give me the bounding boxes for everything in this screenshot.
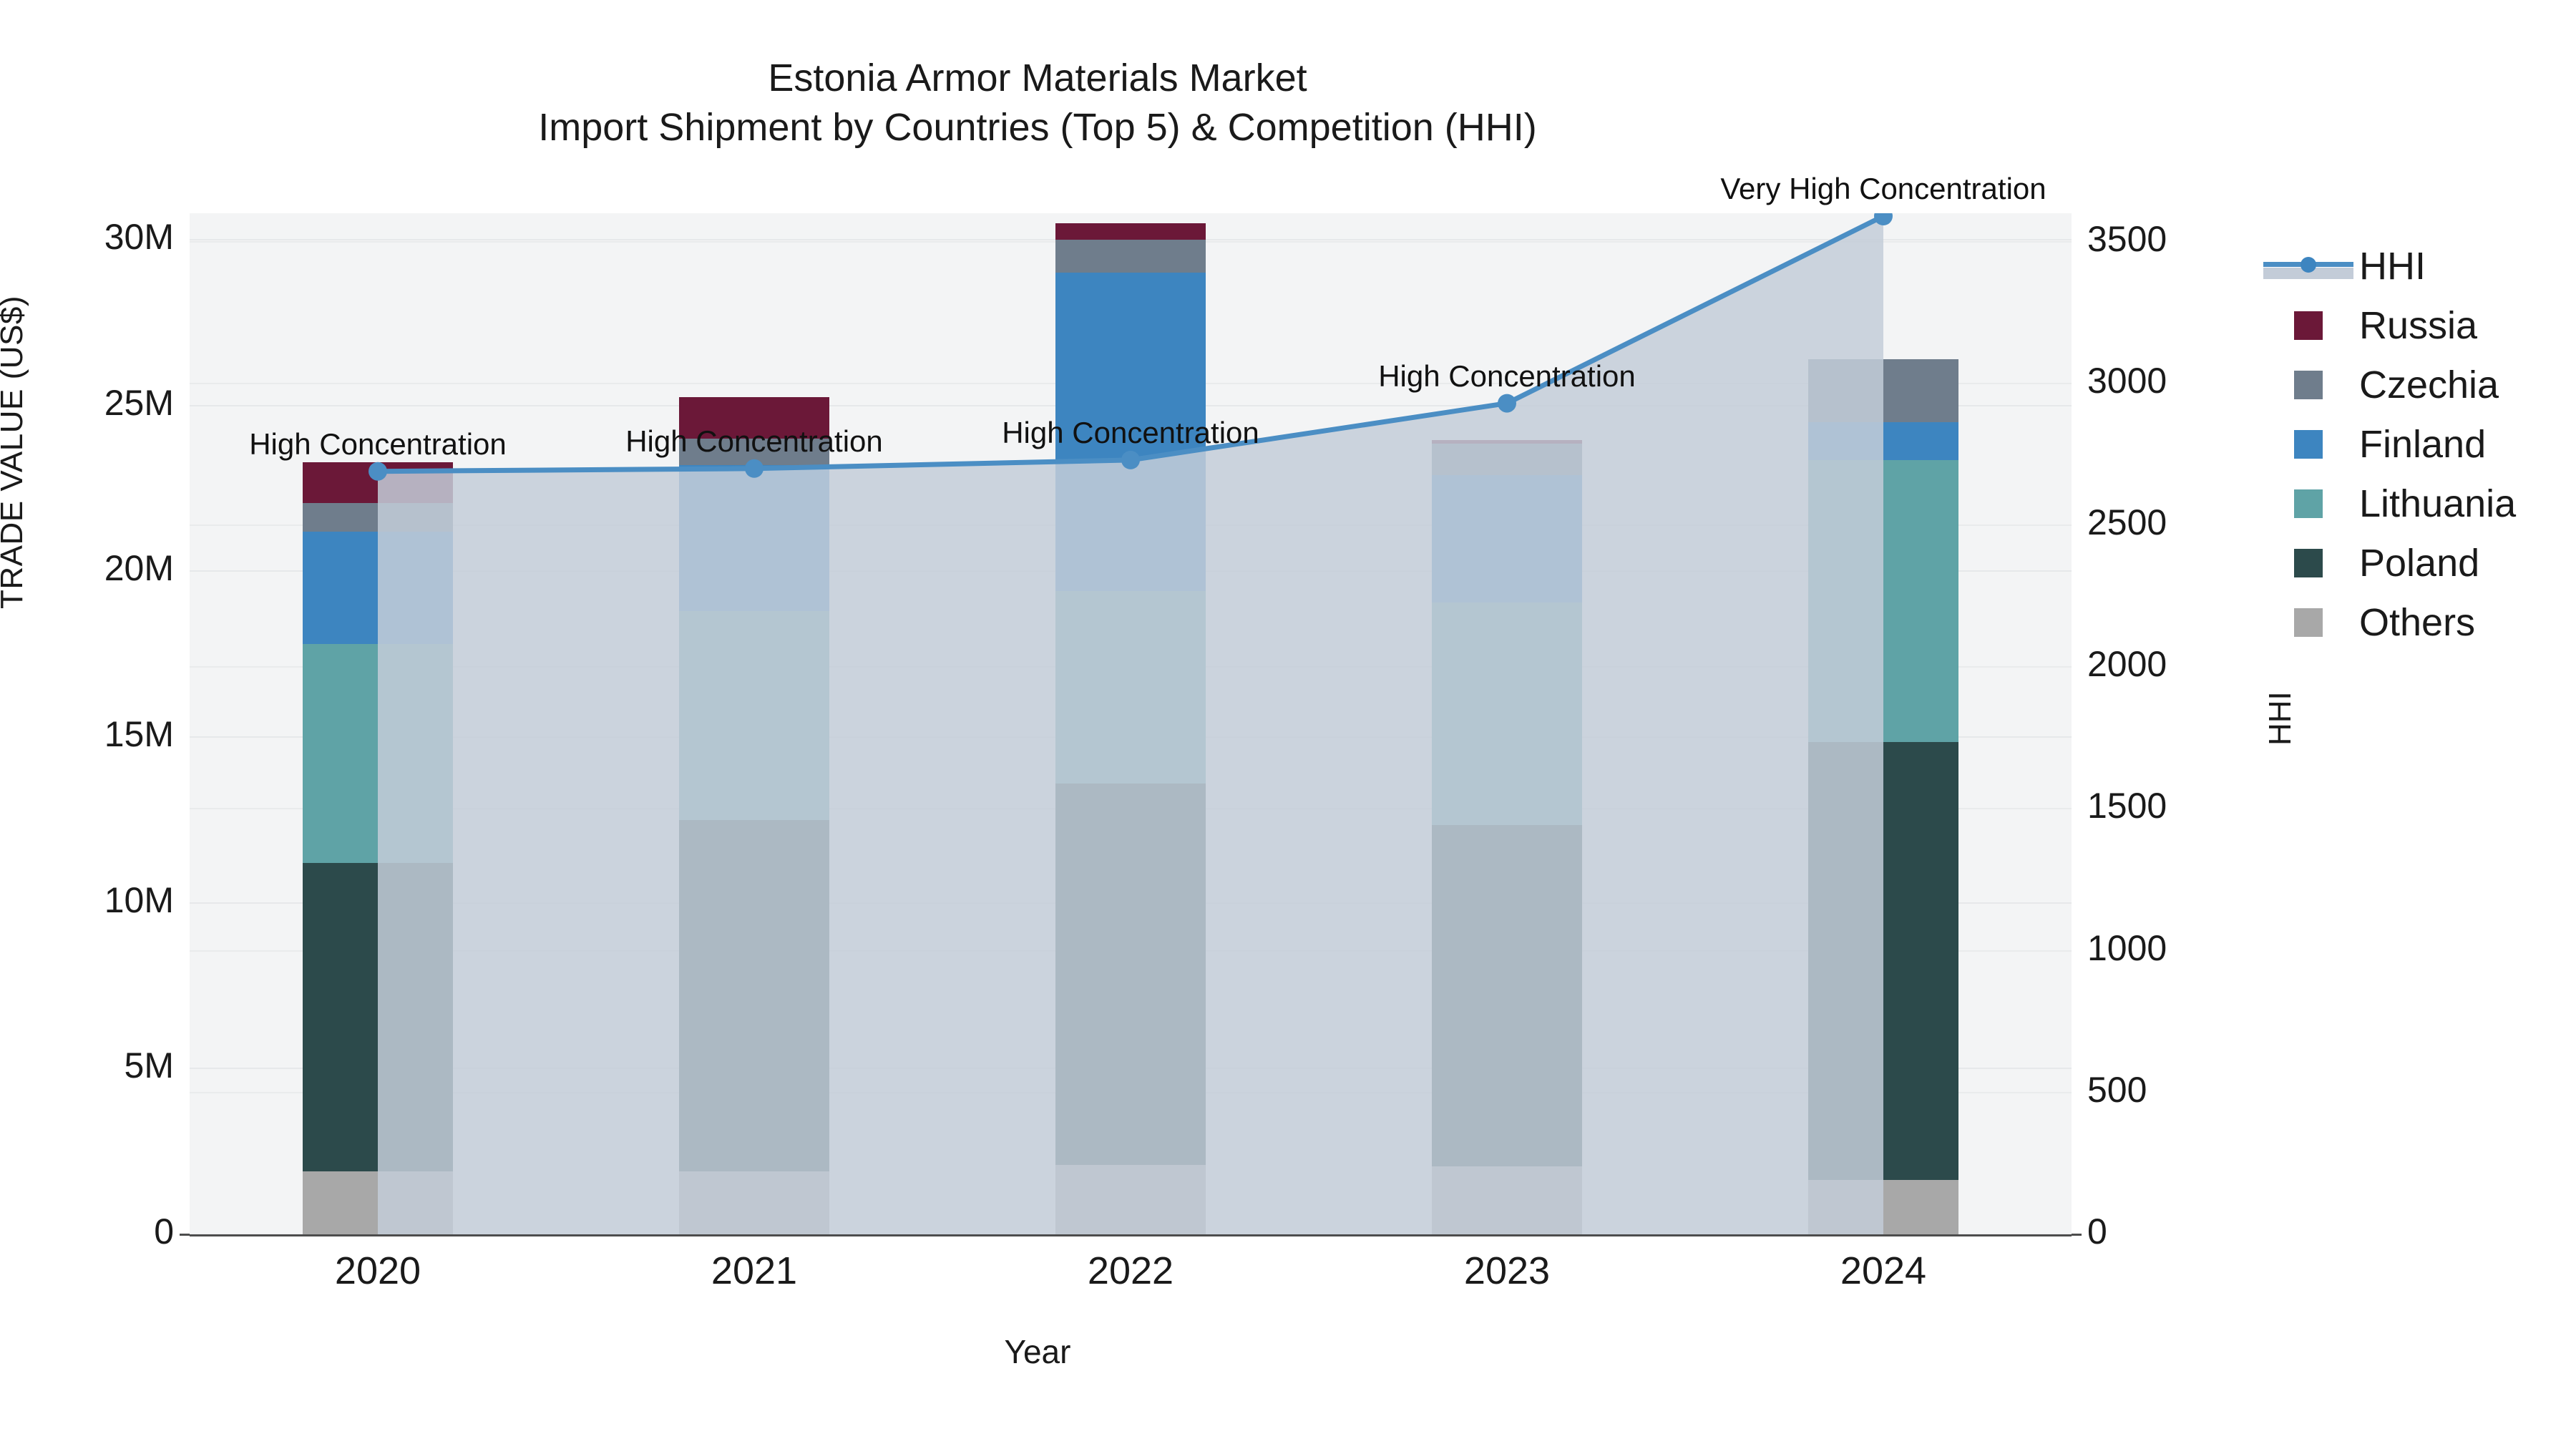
- bar-segment-lithuania[interactable]: [1808, 460, 1958, 742]
- bar-stack[interactable]: [1055, 223, 1206, 1234]
- bar-segment-others[interactable]: [1808, 1179, 1958, 1234]
- bar-segment-others[interactable]: [1055, 1164, 1206, 1234]
- y-tick-left: 0: [154, 1211, 174, 1252]
- bar-segment-poland[interactable]: [1055, 783, 1206, 1165]
- bar-segment-lithuania[interactable]: [1055, 591, 1206, 784]
- legend-label: Lithuania: [2359, 482, 2517, 525]
- legend-item-lithuania[interactable]: Lithuania: [2258, 474, 2516, 533]
- bar-segment-poland[interactable]: [303, 863, 453, 1171]
- plot-area: [190, 213, 2072, 1234]
- y-tick-left: 20M: [104, 548, 174, 589]
- x-tick-2023: 2023: [1463, 1249, 1551, 1292]
- bar-segment-lithuania[interactable]: [1432, 602, 1582, 825]
- legend-item-hhi[interactable]: HHI: [2258, 236, 2516, 296]
- bar-segment-czechia[interactable]: [1808, 358, 1958, 422]
- bar-segment-czechia[interactable]: [1055, 240, 1206, 273]
- hhi-point-2023[interactable]: [1498, 394, 1516, 413]
- y-tick-mark-left: [180, 1234, 190, 1236]
- legend-item-czechia[interactable]: Czechia: [2258, 355, 2516, 414]
- bar-segment-lithuania[interactable]: [303, 644, 453, 864]
- legend-item-russia[interactable]: Russia: [2258, 296, 2516, 355]
- y-tick-left: 5M: [124, 1045, 174, 1086]
- bar-segment-poland[interactable]: [1808, 742, 1958, 1180]
- bar-segment-others[interactable]: [303, 1171, 453, 1234]
- bar-stack[interactable]: [1808, 358, 1958, 1234]
- legend-item-poland[interactable]: Poland: [2258, 533, 2516, 592]
- x-tick-2021: 2021: [711, 1249, 798, 1292]
- bar-segment-russia[interactable]: [1432, 440, 1582, 444]
- legend-swatch-czechia: [2294, 370, 2323, 399]
- y-tick-left: 30M: [104, 217, 174, 258]
- annotation-2022: High Concentration: [1002, 415, 1259, 449]
- annotation-2024: Very High Concentration: [1720, 171, 2046, 205]
- bar-segment-poland[interactable]: [679, 819, 829, 1171]
- legend-swatch-finland: [2294, 429, 2323, 459]
- bar-segment-czechia[interactable]: [1432, 444, 1582, 476]
- legend-line-key: [2258, 252, 2359, 280]
- bar-segment-lithuania[interactable]: [679, 611, 829, 820]
- chart-title: Estonia Armor Materials Market Import Sh…: [0, 54, 2075, 152]
- bar-segment-others[interactable]: [1432, 1166, 1582, 1234]
- legend-swatch-key: [2258, 489, 2359, 518]
- y-tick-left: 10M: [104, 879, 174, 920]
- chart-title-line2: Import Shipment by Countries (Top 5) & C…: [538, 106, 1537, 150]
- legend-line-marker: [2301, 256, 2316, 273]
- bar-segment-russia[interactable]: [1055, 223, 1206, 240]
- bar-segment-finland[interactable]: [1808, 421, 1958, 461]
- y-tick-mark-right: [2072, 1234, 2082, 1236]
- legend-swatch-russia: [2294, 311, 2323, 340]
- y-tick-left: 25M: [104, 382, 174, 423]
- y-axis-right-title: HHI: [2263, 691, 2298, 746]
- bar-segment-finland[interactable]: [303, 531, 453, 645]
- chart-title-line1: Estonia Armor Materials Market: [768, 57, 1307, 99]
- legend-label: Others: [2359, 600, 2476, 644]
- y-tick-left: 15M: [104, 714, 174, 755]
- bar-segment-poland[interactable]: [1432, 824, 1582, 1167]
- legend-swatch-lithuania: [2294, 489, 2323, 518]
- legend-label: Czechia: [2359, 363, 2499, 406]
- x-tick-2022: 2022: [1087, 1249, 1174, 1292]
- annotation-2023: High Concentration: [1378, 358, 1636, 393]
- legend-item-finland[interactable]: Finland: [2258, 414, 2516, 474]
- legend: HHI Russia Czechia Finland Lithuania Poland Ot…: [2258, 236, 2516, 652]
- bar-segment-czechia[interactable]: [303, 503, 453, 532]
- bar-stack[interactable]: [1432, 440, 1582, 1234]
- legend-area-swatch: [2263, 267, 2353, 279]
- legend-label: Finland: [2359, 422, 2487, 466]
- hhi-point-2024[interactable]: [1874, 213, 1893, 225]
- bar-segment-russia[interactable]: [303, 462, 453, 504]
- legend-swatch-key: [2258, 548, 2359, 577]
- bar-stack[interactable]: [679, 397, 829, 1234]
- legend-label: HHI: [2359, 244, 2426, 288]
- legend-swatch-key: [2258, 370, 2359, 399]
- legend-swatch-key: [2258, 429, 2359, 459]
- legend-swatch-key: [2258, 311, 2359, 340]
- x-axis-line: [190, 1234, 2072, 1236]
- x-tick-2020: 2020: [334, 1249, 421, 1292]
- legend-swatch-others: [2294, 608, 2323, 637]
- legend-label: Poland: [2359, 541, 2480, 585]
- annotation-2021: High Concentration: [625, 424, 883, 458]
- bar-segment-finland[interactable]: [679, 465, 829, 611]
- legend-label: Russia: [2359, 303, 2478, 347]
- bar-segment-finland[interactable]: [1432, 475, 1582, 603]
- annotation-2020: High Concentration: [249, 426, 507, 461]
- legend-swatch-key: [2258, 608, 2359, 637]
- x-axis-title: Year: [1004, 1333, 1071, 1370]
- plot-inner: [190, 213, 2072, 1234]
- legend-swatch-poland: [2294, 548, 2323, 577]
- bar-segment-others[interactable]: [679, 1171, 829, 1234]
- x-tick-2024: 2024: [1840, 1249, 1927, 1292]
- legend-item-others[interactable]: Others: [2258, 592, 2516, 652]
- y-axis-left-title: TRADE VALUE (US$): [0, 296, 29, 609]
- bar-stack[interactable]: [303, 462, 453, 1234]
